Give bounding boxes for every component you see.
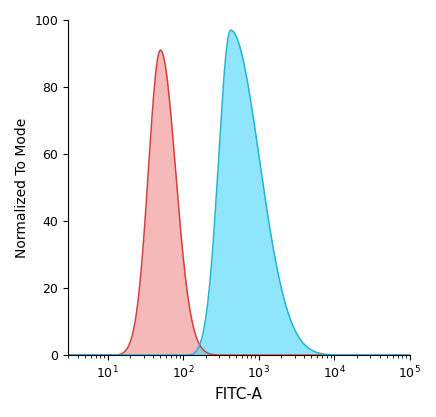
X-axis label: FITC-A: FITC-A bbox=[215, 387, 263, 402]
Y-axis label: Normalized To Mode: Normalized To Mode bbox=[15, 118, 29, 258]
